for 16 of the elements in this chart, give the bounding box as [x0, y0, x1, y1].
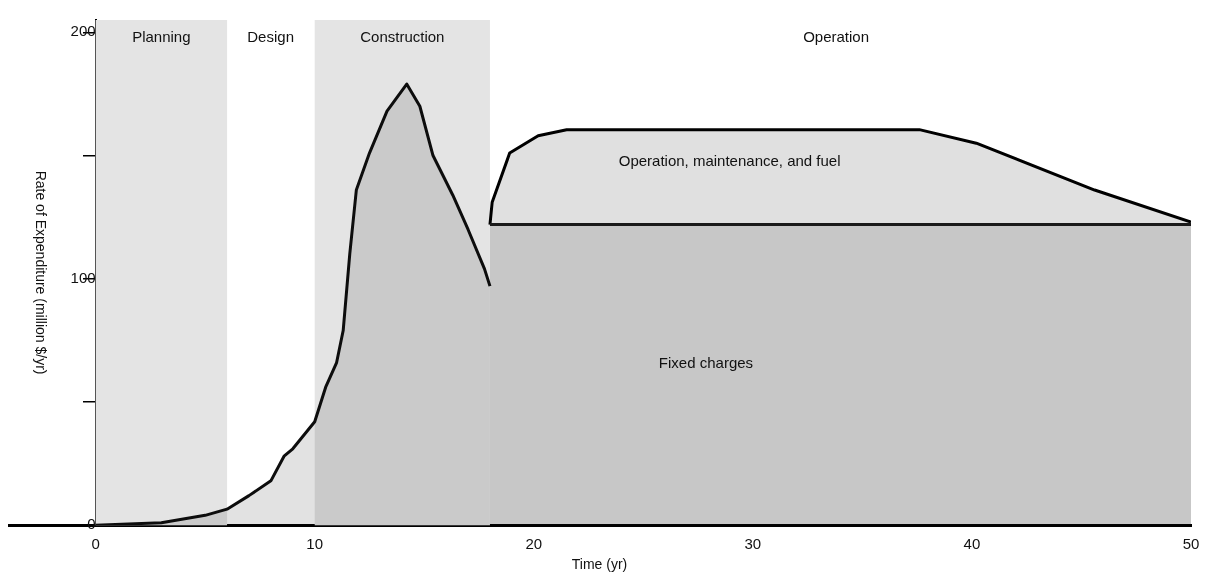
y-tick-label: 100	[70, 268, 96, 286]
x-tick-label: 30	[744, 535, 762, 553]
annotation: Fixed charges	[658, 353, 754, 371]
x-tick-label: 20	[525, 535, 543, 553]
annotation: Operation	[803, 27, 870, 45]
annotation: Operation, maintenance, and fuel	[618, 151, 841, 169]
x-tick-label: 0	[91, 535, 100, 553]
band-label: Construction	[360, 27, 445, 45]
y-axis-title: Rate of Expenditure (million $/yr)	[33, 170, 50, 375]
x-tick-label: 50	[1182, 535, 1200, 553]
band-label: Planning	[132, 27, 191, 45]
x-axis-title: Time (yr)	[571, 556, 628, 573]
annotation: Design	[247, 27, 294, 45]
y-tick-label: 200	[70, 22, 96, 40]
x-tick-label: 40	[963, 535, 981, 553]
x-tick-label: 10	[306, 535, 324, 553]
